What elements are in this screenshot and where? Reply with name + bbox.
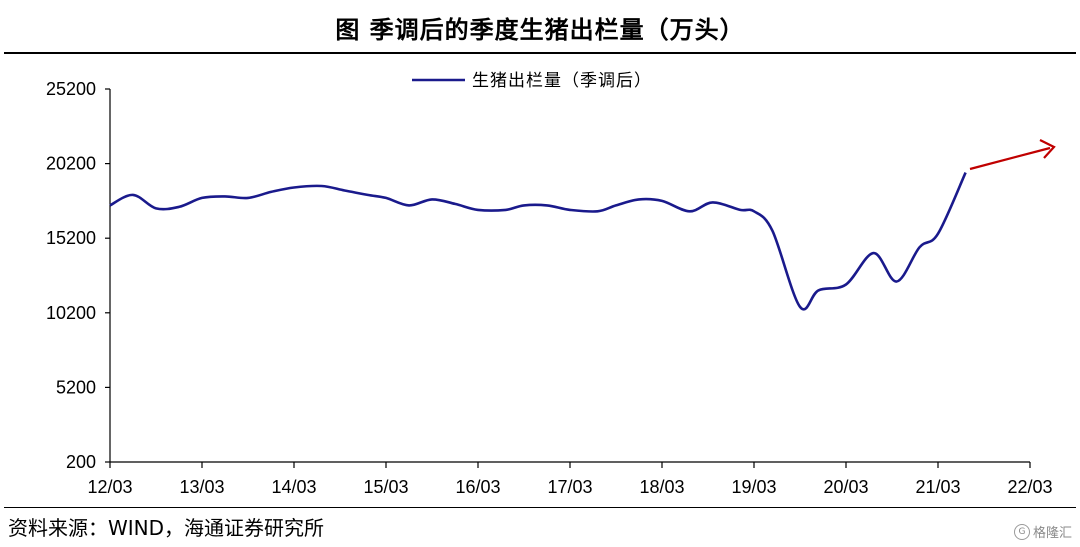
chart-title: 图 季调后的季度生猪出栏量（万头） — [335, 16, 745, 44]
footer-rule — [4, 507, 1076, 508]
series-line — [109, 172, 967, 311]
x-tick-label: 22/03 — [1007, 477, 1052, 497]
x-tick-label: 15/03 — [363, 477, 408, 497]
x-tick-label: 19/03 — [731, 477, 776, 497]
x-tick-label: 18/03 — [639, 477, 684, 497]
watermark-text: 格隆汇 — [1032, 526, 1072, 541]
y-tick-label: 15200 — [46, 228, 96, 248]
x-tick-label: 13/03 — [179, 477, 224, 497]
source-note: 资料来源：WIND，海通证券研究所 — [8, 516, 325, 540]
y-tick-label: 10200 — [46, 303, 96, 323]
y-tick-label: 20200 — [46, 154, 96, 174]
x-tick-label: 16/03 — [455, 477, 500, 497]
y-tick-label: 200 — [66, 452, 96, 472]
tick-labels: 200 5200 10200 15200 20200 25200 12/03 13/03 14/… — [46, 79, 1053, 497]
trend-arrow-shaft — [969, 146, 1051, 171]
axes — [105, 88, 1031, 468]
x-tick-label: 20/03 — [823, 477, 868, 497]
legend-label: 生猪出栏量（季调后） — [472, 71, 652, 91]
x-tick-label: 21/03 — [915, 477, 960, 497]
trend-arrow — [969, 139, 1056, 171]
legend: 生猪出栏量（季调后） — [412, 71, 652, 91]
watermark-logo-icon: G — [1013, 523, 1030, 540]
y-tick-label: 25200 — [46, 79, 96, 99]
trend-arrow-head — [1039, 139, 1056, 159]
y-tick-label: 5200 — [56, 377, 96, 397]
watermark: G 格隆汇 — [1013, 522, 1072, 541]
x-tick-label: 14/03 — [271, 477, 316, 497]
title-rule — [4, 52, 1076, 54]
x-tick-label: 12/03 — [87, 477, 132, 497]
series-layer — [109, 172, 967, 311]
x-tick-label: 17/03 — [547, 477, 592, 497]
